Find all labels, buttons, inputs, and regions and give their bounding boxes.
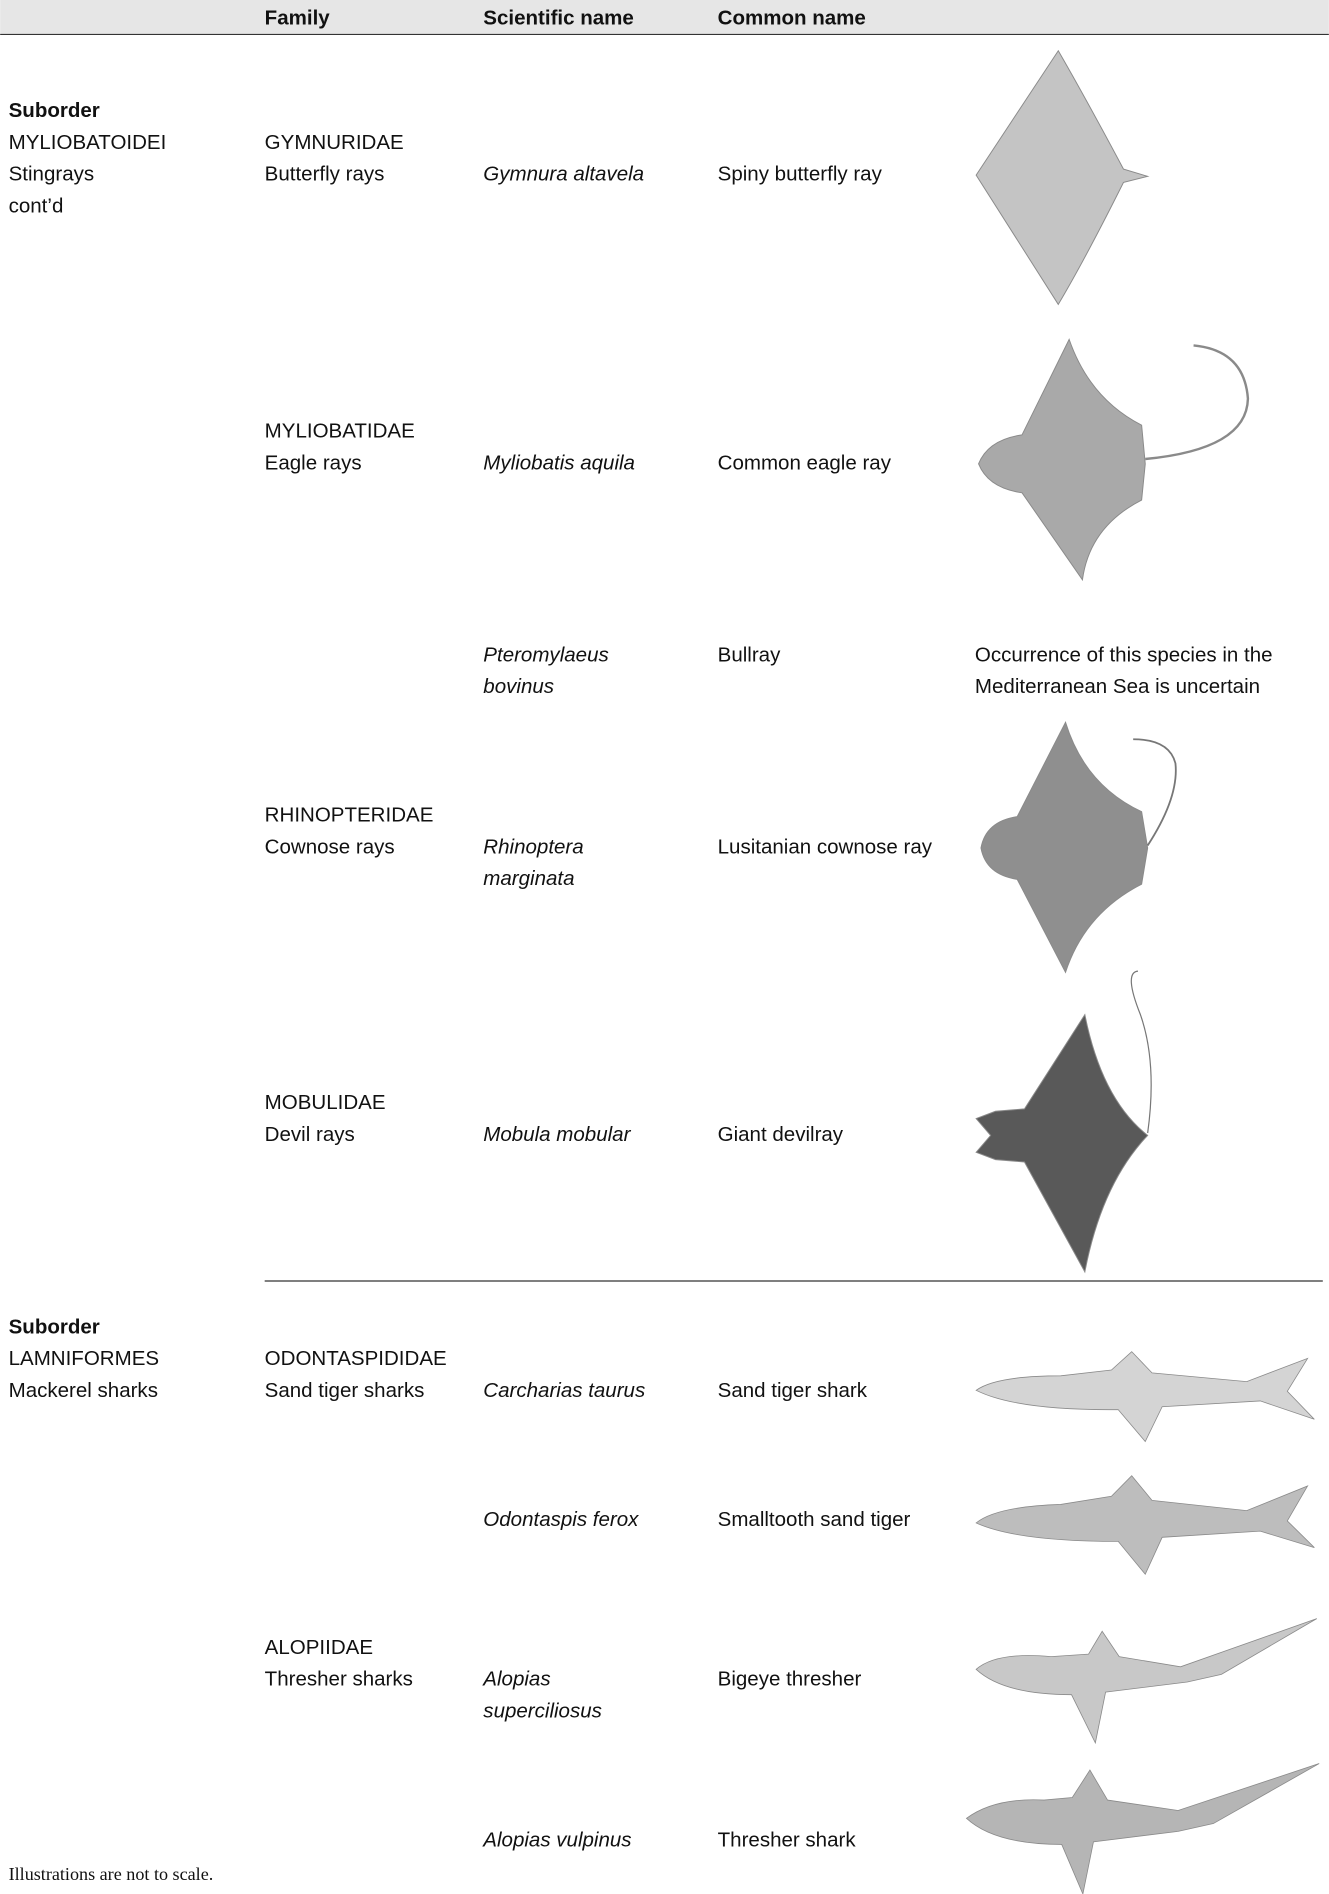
family-name: MYLIOBATIDAE xyxy=(265,419,415,442)
thresher-illustration xyxy=(966,1764,1319,1894)
common-name: Bullray xyxy=(718,643,781,666)
scientific-name: marginata xyxy=(483,867,574,890)
eagle-ray-illustration xyxy=(978,338,1250,582)
family-name: MOBULIDAE xyxy=(265,1091,386,1114)
family-name: GYMNURIDAE xyxy=(265,131,404,154)
note: Occurrence of this species in the xyxy=(975,643,1273,666)
family-name: Devil rays xyxy=(265,1123,355,1146)
footer-note: Illustrations are not to scale. xyxy=(9,1864,214,1884)
scientific-name: Rhinoptera xyxy=(483,835,583,858)
family-name: ALOPIIDAE xyxy=(265,1636,373,1659)
suborder-label: Stingrays xyxy=(9,163,95,186)
header-band xyxy=(0,0,1329,34)
column-header: Family xyxy=(265,7,331,30)
column-header: Scientific name xyxy=(483,7,634,30)
common-name: Common eagle ray xyxy=(718,451,892,474)
note: Mediterranean Sea is uncertain xyxy=(975,675,1260,698)
family-name: Sand tiger sharks xyxy=(265,1379,425,1402)
suborder-label: cont’d xyxy=(9,194,64,217)
scientific-name: Alopias xyxy=(481,1668,550,1691)
scientific-name: Odontaspis ferox xyxy=(483,1508,639,1531)
family-name: ODONTASPIDIDAE xyxy=(265,1347,447,1370)
common-name: Smalltooth sand tiger xyxy=(718,1508,911,1531)
suborder-label: Suborder xyxy=(9,99,100,122)
scientific-name: Carcharias taurus xyxy=(483,1379,645,1402)
scientific-name: Gymnura altavela xyxy=(483,163,644,186)
butterfly-ray-illustration xyxy=(975,49,1150,306)
common-name: Sand tiger shark xyxy=(718,1379,868,1402)
family-name: Butterfly rays xyxy=(265,163,385,186)
sand-tiger-illustration xyxy=(976,1352,1314,1442)
common-name: Lusitanian cownose ray xyxy=(718,835,933,858)
common-name: Thresher shark xyxy=(718,1828,857,1851)
suborder-label: Mackerel sharks xyxy=(9,1379,158,1402)
suborder-label: MYLIOBATOIDEI xyxy=(9,131,167,154)
scientific-name: Pteromylaeus xyxy=(483,643,608,666)
suborder-label: Suborder xyxy=(9,1315,100,1338)
family-name: Thresher sharks xyxy=(265,1668,413,1691)
family-name: Cownose rays xyxy=(265,835,395,858)
family-name: RHINOPTERIDAE xyxy=(265,804,434,827)
smalltooth-illustration xyxy=(976,1476,1314,1575)
bigeye-thresher-illustration xyxy=(976,1619,1317,1743)
column-header: Common name xyxy=(718,7,866,30)
scientific-name: Alopias vulpinus xyxy=(481,1828,631,1851)
common-name: Giant devilray xyxy=(718,1123,844,1146)
common-name: Spiny butterfly ray xyxy=(718,163,883,186)
common-name: Bigeye thresher xyxy=(718,1668,862,1691)
cownose-ray-illustration xyxy=(980,721,1177,974)
scientific-name: bovinus xyxy=(483,675,554,698)
illustrations xyxy=(966,49,1319,1894)
scientific-name: Myliobatis aquila xyxy=(483,451,635,474)
scientific-name: Mobula mobular xyxy=(483,1123,631,1146)
devil-ray-illustration xyxy=(975,970,1152,1274)
scientific-name: superciliosus xyxy=(483,1699,602,1722)
family-name: Eagle rays xyxy=(265,451,362,474)
suborder-label: LAMNIFORMES xyxy=(9,1347,159,1370)
